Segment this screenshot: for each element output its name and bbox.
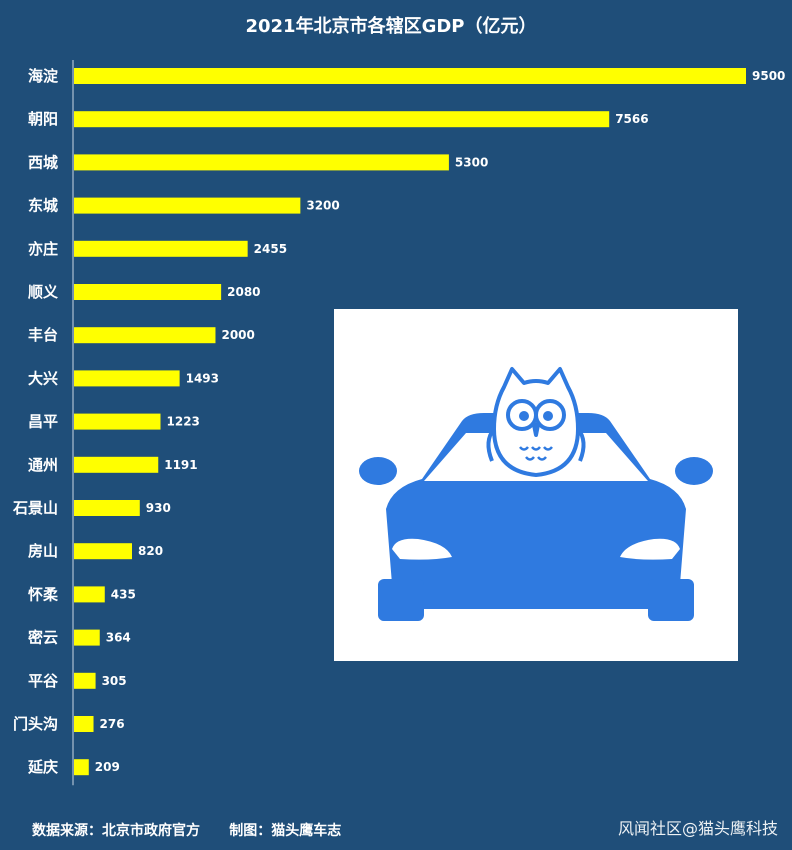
value-label: 1191 — [164, 458, 197, 472]
value-label: 2000 — [221, 328, 254, 342]
bar — [74, 500, 140, 516]
bar — [74, 456, 159, 473]
category-label: 丰台 — [28, 326, 58, 344]
value-label: 305 — [102, 674, 127, 688]
value-label: 1223 — [167, 415, 200, 429]
value-label: 276 — [100, 717, 125, 731]
bar — [74, 629, 100, 646]
value-label: 2455 — [254, 242, 287, 256]
bar — [74, 284, 222, 300]
value-label: 930 — [146, 501, 171, 515]
bar — [74, 240, 248, 257]
bar — [74, 197, 301, 214]
value-label: 820 — [138, 544, 163, 558]
owl-on-car-icon — [359, 367, 713, 621]
bar — [74, 672, 96, 689]
category-label: 大兴 — [28, 369, 58, 387]
logo-image — [334, 309, 738, 661]
category-label: 顺义 — [28, 283, 58, 301]
category-label: 西城 — [28, 153, 58, 171]
category-label: 密云 — [28, 629, 58, 647]
bar — [74, 413, 161, 430]
bar — [74, 111, 610, 128]
category-label: 昌平 — [28, 413, 58, 431]
bar — [74, 586, 105, 603]
value-label: 2080 — [227, 285, 260, 299]
category-label: 海淀 — [28, 67, 59, 85]
value-label: 364 — [106, 631, 131, 645]
category-label: 朝阳 — [28, 110, 58, 128]
watermark: 风闻社区@猫头鹰科技 — [617, 819, 778, 838]
value-label: 3200 — [306, 199, 339, 213]
category-label: 通州 — [28, 456, 58, 474]
category-label: 亦庄 — [28, 240, 58, 258]
bars-group: 海淀 9500 朝阳 7566 西城 5300 东城 3200 亦庄 2455 顺义 2080 丰台 20… — [12, 60, 785, 786]
category-label: 怀柔 — [28, 585, 59, 603]
bar — [74, 543, 133, 560]
category-label: 房山 — [28, 542, 58, 560]
value-label: 1493 — [186, 371, 219, 385]
bar — [74, 716, 94, 732]
value-label: 5300 — [455, 155, 488, 169]
bar — [74, 327, 216, 344]
chart-title: 2021年北京市各辖区GDP（亿元） — [245, 15, 536, 37]
value-label: 9500 — [752, 69, 785, 83]
category-label: 石景山 — [12, 499, 58, 517]
data-source-note: 数据来源：北京市政府官方 制图：猫头鹰车志 — [32, 823, 342, 839]
value-label: 435 — [111, 587, 136, 601]
category-label: 延庆 — [27, 758, 58, 776]
bar — [74, 370, 180, 387]
category-label: 东城 — [28, 197, 58, 215]
category-label: 平谷 — [28, 672, 59, 690]
bar — [74, 68, 746, 84]
category-label: 门头沟 — [13, 715, 58, 733]
value-label: 209 — [95, 760, 120, 774]
value-label: 7566 — [615, 112, 648, 126]
bar — [74, 154, 449, 171]
bar — [74, 759, 89, 776]
